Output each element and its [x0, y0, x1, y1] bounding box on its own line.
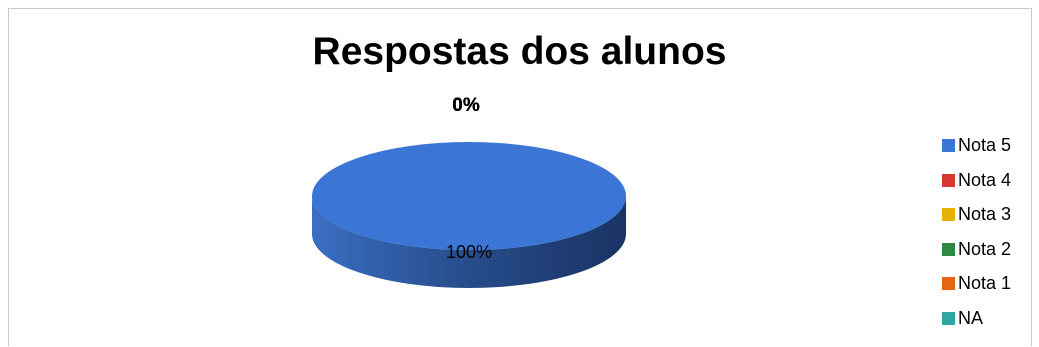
legend-swatch	[942, 173, 955, 187]
chart-title: Respostas dos alunos	[312, 30, 727, 73]
data-label-nota-2: 0%	[452, 95, 480, 116]
legend-label: Nota 3	[958, 204, 1012, 225]
legend-swatch	[942, 277, 955, 291]
legend-item-nota-4: Nota 4	[942, 170, 1011, 205]
legend-item-na: NA	[942, 308, 1011, 343]
data-label-nota-4: 0%	[452, 95, 480, 116]
pie-slice-nota-5	[312, 142, 626, 250]
legend-item-nota-1: Nota 1	[942, 273, 1011, 308]
legend-label: Nota 1	[958, 273, 1012, 294]
legend-label: NA	[958, 307, 984, 328]
legend-label: Nota 2	[958, 238, 1012, 259]
data-label-nota-5: 100%	[446, 242, 492, 262]
data-label-nota-1: 0%	[452, 95, 480, 116]
legend-item-nota-5: Nota 5	[942, 135, 1011, 170]
pie-side	[312, 196, 626, 288]
legend-item-nota-2: Nota 2	[942, 239, 1011, 274]
legend-swatch	[942, 139, 955, 152]
legend-label: Nota 4	[958, 169, 1012, 190]
data-label-na: 0%	[452, 95, 480, 116]
legend-label: Nota 5	[958, 135, 1012, 155]
chart-legend: Nota 5 Nota 4 Nota 3 Nota 2 Nota 1 NA	[942, 135, 1011, 343]
legend-item-nota-3: Nota 3	[942, 204, 1011, 239]
legend-swatch	[942, 242, 955, 256]
data-label-nota-3: 0%	[452, 95, 480, 116]
legend-swatch	[942, 311, 955, 325]
legend-swatch	[942, 208, 955, 222]
